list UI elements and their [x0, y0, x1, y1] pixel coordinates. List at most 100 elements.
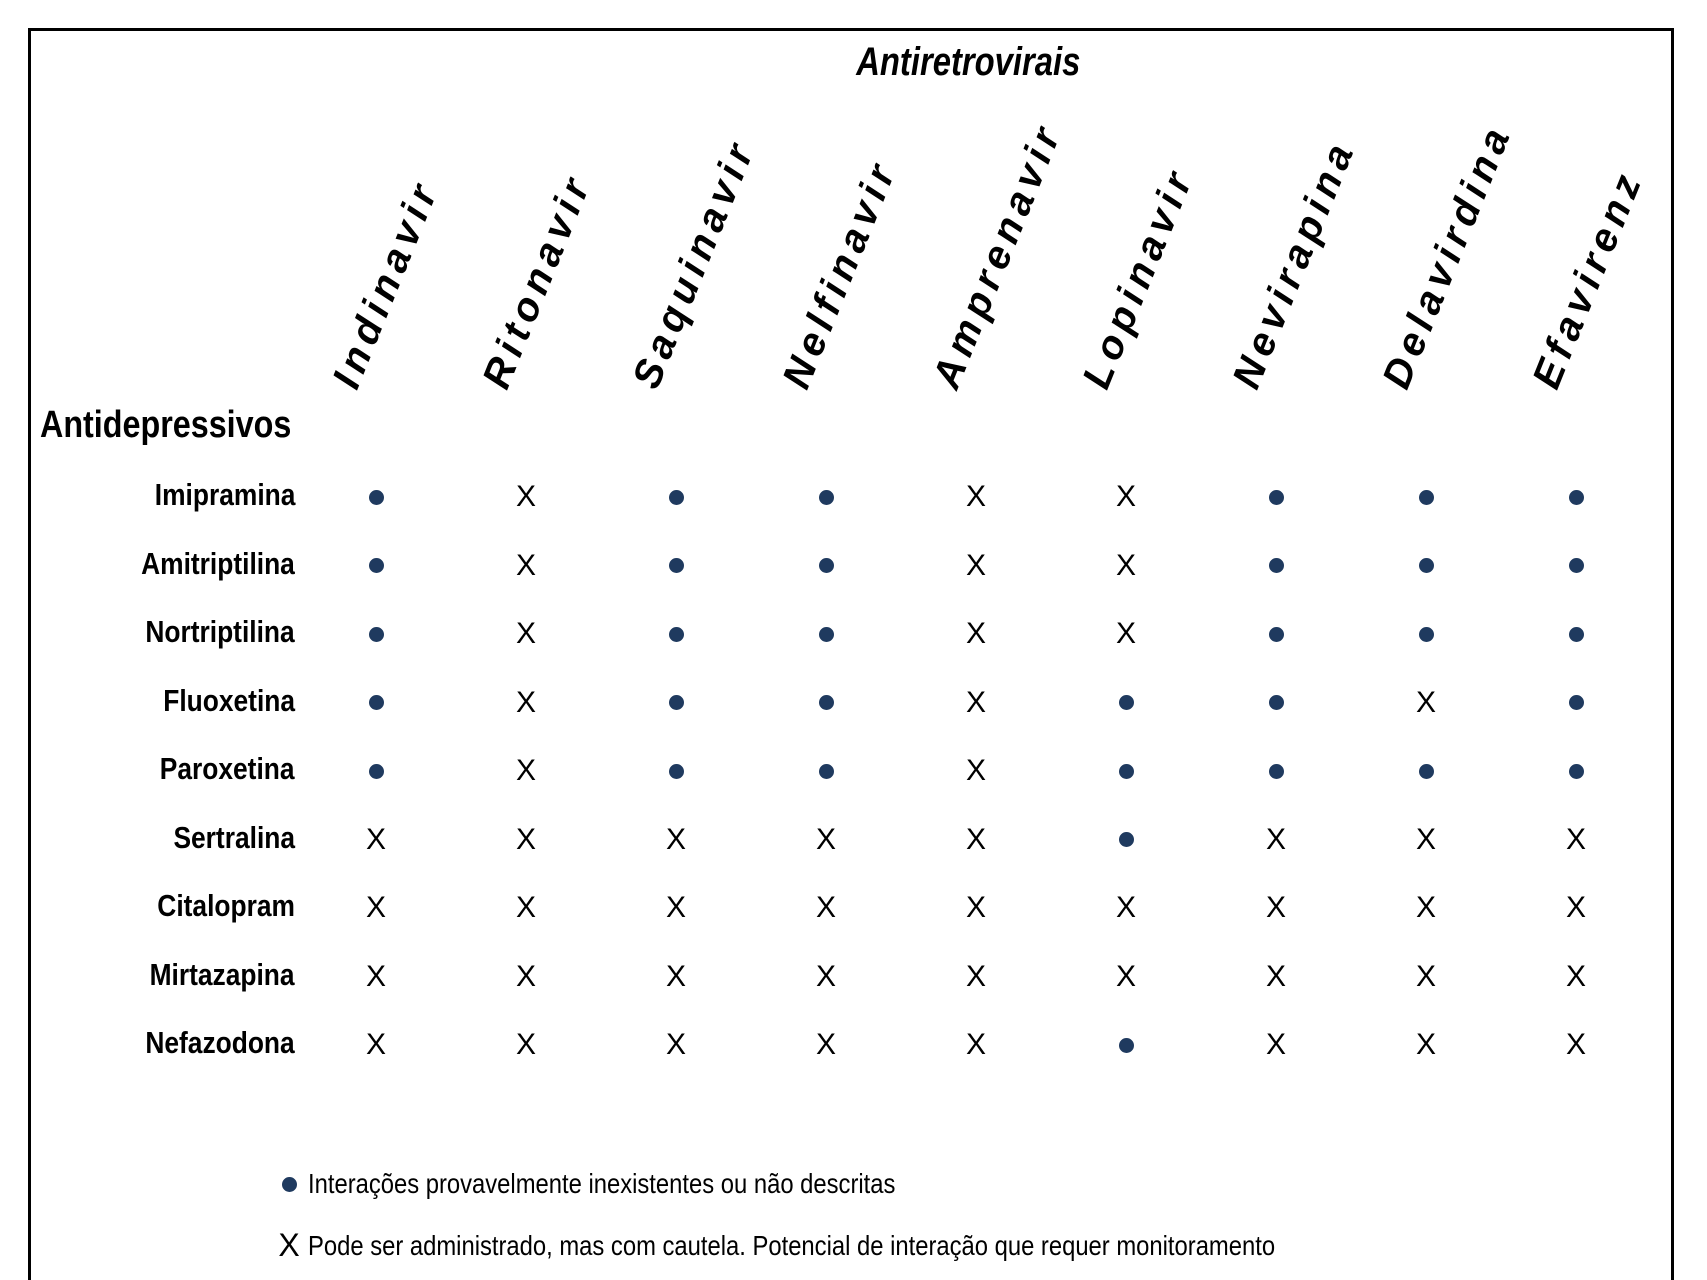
dot-icon: [818, 763, 834, 779]
x-mark-icon: X: [365, 891, 386, 924]
x-mark-icon: X: [515, 685, 536, 719]
table-cell: [1106, 751, 1146, 791]
x-mark-icon: X: [278, 1227, 300, 1263]
dot-icon: [818, 695, 834, 710]
table-cell: X: [956, 957, 996, 997]
x-mark-icon: X: [965, 480, 986, 513]
dot-icon: [1418, 763, 1434, 779]
x-mark-icon: X: [515, 480, 536, 513]
table-cell: X: [956, 888, 996, 928]
table-frame: [28, 28, 1674, 1280]
x-mark-icon: X: [665, 959, 686, 993]
table-cell: [1256, 751, 1296, 791]
x-mark-icon: X: [965, 822, 986, 856]
table-cell: X: [1106, 546, 1146, 586]
x-mark-icon: X: [365, 959, 386, 993]
legend-x-item: X Pode ser administrado, mas com cautela…: [276, 1227, 1446, 1264]
x-mark-icon: X: [1565, 822, 1586, 856]
table-cell: [1256, 614, 1296, 654]
legend-dot-item: Interações provavelmente inexistentes ou…: [276, 1168, 999, 1200]
table-cell: X: [1556, 820, 1596, 860]
row-label: Paroxetina: [160, 751, 295, 786]
table-cell: X: [956, 751, 996, 791]
dot-icon: [368, 489, 384, 505]
x-mark-icon: X: [515, 617, 536, 650]
table-cell: X: [956, 1025, 996, 1065]
table-cell: X: [1556, 957, 1596, 997]
row-label: Nefazodona: [145, 1025, 295, 1060]
dot-icon: [1568, 489, 1584, 505]
table-cell: X: [356, 1025, 396, 1065]
row-label: Citalopram: [157, 888, 295, 923]
table-cell: X: [506, 1025, 546, 1065]
x-mark-icon: X: [965, 548, 986, 582]
table-cell: X: [506, 751, 546, 791]
x-mark-icon: X: [1565, 1028, 1586, 1061]
table-cell: X: [956, 614, 996, 654]
x-mark-icon: X: [965, 891, 986, 924]
dot-icon: [1118, 1037, 1134, 1053]
x-mark-icon: X: [365, 1028, 386, 1061]
table-cell: [806, 751, 846, 791]
table-cell: [1256, 477, 1296, 517]
x-mark-icon: X: [1115, 891, 1136, 924]
table-cell: X: [1406, 1025, 1446, 1065]
table-cell: X: [1556, 888, 1596, 928]
x-mark-icon: X: [515, 959, 536, 993]
table-cell: [656, 614, 696, 654]
table-cell: X: [356, 957, 396, 997]
legend-dot-symbol: [276, 1176, 302, 1192]
table-cell: X: [1556, 1025, 1596, 1065]
table-cell: [1556, 546, 1596, 586]
table-cell: [356, 477, 396, 517]
table-cell: X: [1106, 957, 1146, 997]
x-mark-icon: X: [815, 822, 836, 856]
dot-icon: [1118, 832, 1134, 847]
table-cell: X: [1106, 888, 1146, 928]
x-mark-icon: X: [815, 891, 836, 924]
dot-icon: [1268, 489, 1284, 505]
table-cell: [806, 614, 846, 654]
row-label: Mirtazapina: [150, 956, 295, 992]
table-cell: [356, 546, 396, 586]
x-mark-icon: X: [1115, 548, 1136, 582]
table-cell: [1556, 683, 1596, 723]
x-mark-icon: X: [1415, 685, 1436, 719]
table-cell: X: [506, 683, 546, 723]
table-cell: X: [656, 820, 696, 860]
dot-icon: [668, 626, 684, 642]
x-mark-icon: X: [515, 548, 536, 582]
table-cell: X: [656, 1025, 696, 1065]
row-label: Amitriptilina: [141, 545, 295, 581]
table-cell: X: [1406, 888, 1446, 928]
table-cell: X: [1406, 683, 1446, 723]
table-cell: X: [656, 957, 696, 997]
x-mark-icon: X: [365, 822, 386, 856]
x-mark-icon: X: [515, 1028, 536, 1061]
table-cell: X: [506, 614, 546, 654]
row-label: Nortriptilina: [145, 614, 295, 649]
table-cell: X: [1256, 820, 1296, 860]
dot-icon: [368, 763, 384, 779]
row-label: Imipramina: [154, 477, 295, 512]
x-mark-icon: X: [665, 891, 686, 924]
table-cell: X: [1406, 820, 1446, 860]
table-cell: [1406, 477, 1446, 517]
table-cell: X: [356, 888, 396, 928]
dot-icon: [818, 489, 834, 505]
x-mark-icon: X: [665, 1028, 686, 1061]
dot-icon: [1268, 626, 1284, 642]
table-cell: X: [506, 888, 546, 928]
x-mark-icon: X: [1565, 959, 1586, 993]
dot-icon: [281, 1176, 297, 1192]
table-cell: X: [956, 477, 996, 517]
dot-icon: [1418, 489, 1434, 505]
dot-icon: [1568, 626, 1584, 642]
table-cell: [806, 546, 846, 586]
x-mark-icon: X: [965, 754, 986, 787]
row-label: Sertralina: [173, 819, 295, 855]
x-mark-icon: X: [815, 959, 836, 993]
dot-icon: [1118, 695, 1134, 710]
dot-icon: [1268, 763, 1284, 779]
table-cell: [806, 683, 846, 723]
